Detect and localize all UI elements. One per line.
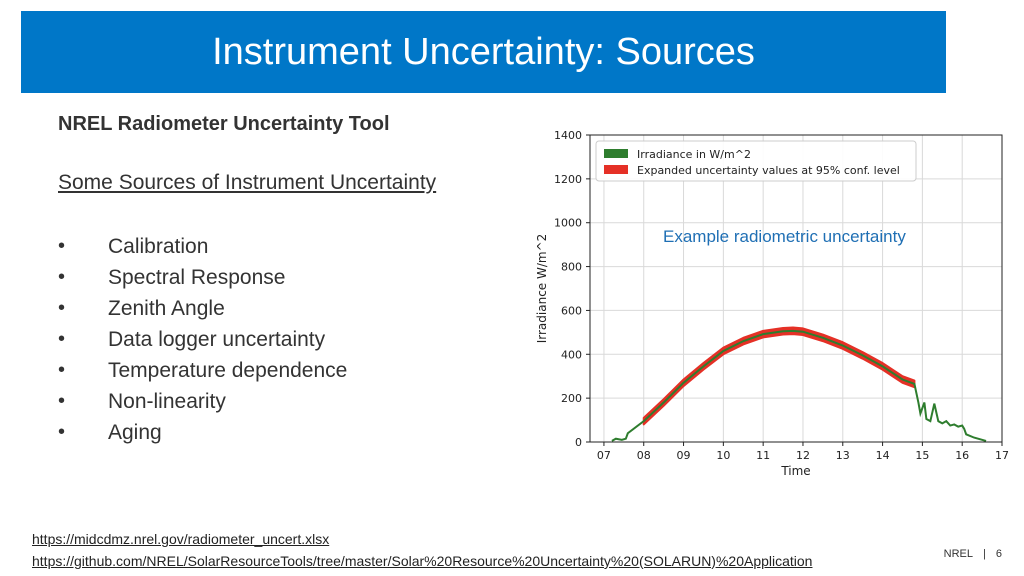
y-tick-label: 1200 (554, 173, 582, 186)
list-item-label: Zenith Angle (108, 296, 225, 320)
irradiance-line (611, 329, 987, 442)
y-tick-label: 600 (561, 304, 582, 317)
bullet-dot: • (58, 235, 66, 257)
bullet-dot: • (58, 390, 66, 412)
title-bar: Instrument Uncertainty: Sources (21, 11, 946, 93)
legend-swatch-uncertainty (604, 165, 628, 174)
x-tick-label: 13 (836, 449, 850, 462)
y-tick-label: 1000 (554, 217, 582, 230)
bullet-dot: • (58, 297, 66, 319)
x-tick-label: 15 (915, 449, 929, 462)
list-item-label: Data logger uncertainty (108, 327, 326, 351)
legend-box (595, 140, 917, 182)
link-github-solarun[interactable]: https://github.com/NREL/SolarResourceToo… (32, 553, 813, 569)
footer-separator: | (983, 548, 986, 560)
list-item-label: Aging (108, 420, 162, 444)
footer: NREL | 6 (944, 548, 1002, 560)
list-item-label: Non-linearity (108, 389, 226, 413)
sources-list: • Calibration • Spectral Response • Zenith … (58, 231, 347, 448)
reference-links: https://midcdmz.nrel.gov/radiometer_unce… (32, 528, 812, 572)
link-uncertainty-xlsx[interactable]: https://midcdmz.nrel.gov/radiometer_unce… (32, 531, 330, 547)
x-axis-label: Time (780, 464, 810, 478)
slide-title: Instrument Uncertainty: Sources (212, 30, 755, 73)
x-tick-label: 17 (995, 449, 1009, 462)
list-item: • Aging (58, 417, 347, 448)
page-number: 6 (995, 548, 1002, 560)
list-item: • Spectral Response (58, 262, 347, 293)
bullet-dot: • (58, 328, 66, 350)
bullet-dot: • (58, 421, 66, 443)
x-tick-label: 07 (597, 449, 611, 462)
legend-label-irradiance: Irradiance in W/m^2 (637, 148, 751, 161)
y-tick-label: 0 (575, 436, 582, 449)
list-item: • Non-linearity (58, 386, 347, 417)
chart-annotation: Example radiometric uncertainty (663, 227, 906, 246)
y-tick-label: 1400 (554, 129, 582, 142)
x-tick-label: 11 (756, 449, 770, 462)
y-tick-label: 400 (561, 348, 582, 361)
x-tick-label: 10 (716, 449, 730, 462)
list-item-label: Temperature dependence (108, 358, 348, 382)
y-tick-label: 800 (561, 261, 582, 274)
bullet-dot: • (58, 266, 66, 288)
x-tick-label: 08 (637, 449, 651, 462)
list-item: • Zenith Angle (58, 293, 347, 324)
footer-org: NREL (943, 548, 974, 560)
bullet-dot: • (58, 359, 66, 381)
list-item-label: Spectral Response (108, 265, 286, 289)
plot-frame (589, 134, 1003, 443)
tool-heading: NREL Radiometer Uncertainty Tool (58, 113, 390, 135)
list-item: • Data logger uncertainty (58, 324, 347, 355)
legend-label-uncertainty: Expanded uncertainty values at 95% conf.… (637, 164, 900, 177)
list-item-label: Calibration (108, 234, 209, 258)
irradiance-chart: 07 08 09 10 11 12 13 14 15 16 17 0 200 400 600 800 1000 1… (532, 122, 1012, 482)
x-tick-label: 16 (955, 449, 969, 462)
x-tick-label: 12 (796, 449, 810, 462)
y-axis-label: Irradiance W/m^2 (535, 234, 549, 344)
sources-subheading: Some Sources of Instrument Uncertainty (58, 171, 437, 194)
x-tick-label: 09 (677, 449, 691, 462)
uncertainty-band (642, 326, 916, 426)
list-item: • Temperature dependence (58, 355, 347, 386)
chart-svg: 07 08 09 10 11 12 13 14 15 16 17 0 200 400 600 800 1000 1… (535, 129, 1009, 478)
y-tick-label: 200 (561, 392, 582, 405)
legend-swatch-irradiance (604, 149, 628, 158)
list-item: • Calibration (58, 231, 347, 262)
x-tick-label: 14 (876, 449, 890, 462)
